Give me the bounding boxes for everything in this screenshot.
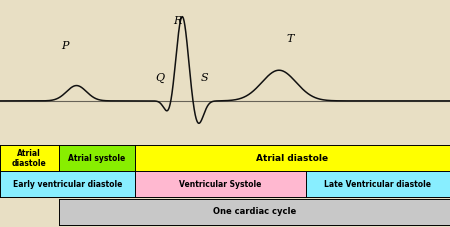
Text: P: P — [62, 41, 69, 51]
Text: R: R — [174, 16, 182, 26]
Text: Atrial systole: Atrial systole — [68, 154, 126, 163]
Text: Early ventricular diastole: Early ventricular diastole — [13, 180, 122, 189]
Text: S: S — [201, 73, 208, 83]
Text: T: T — [287, 35, 294, 44]
Text: Atrial
diastole: Atrial diastole — [12, 149, 47, 168]
Text: Late Ventricular diastole: Late Ventricular diastole — [324, 180, 432, 189]
Text: Q: Q — [155, 73, 164, 83]
Text: Atrial diastole: Atrial diastole — [256, 154, 328, 163]
Text: One cardiac cycle: One cardiac cycle — [212, 207, 296, 216]
Text: Ventricular Systole: Ventricular Systole — [179, 180, 262, 189]
